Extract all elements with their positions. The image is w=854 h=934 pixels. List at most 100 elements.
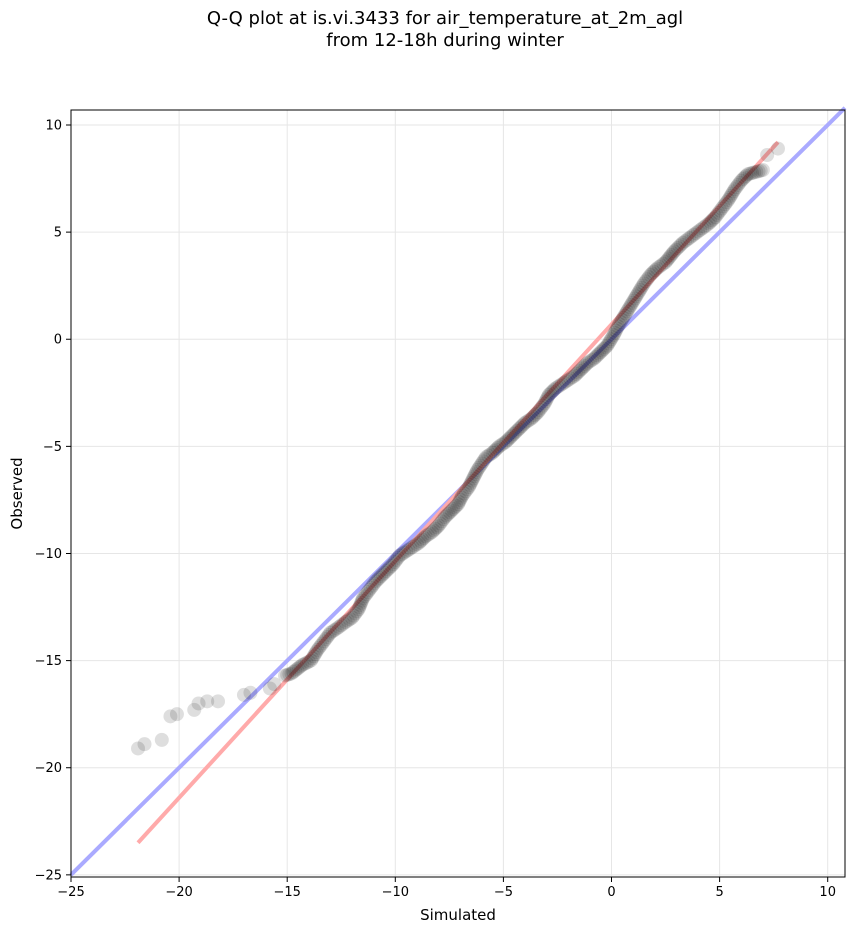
data-point <box>346 608 361 623</box>
data-point <box>211 694 226 709</box>
data-point <box>638 274 653 289</box>
data-point <box>545 384 560 399</box>
data-point <box>262 681 277 696</box>
data-point <box>479 450 494 465</box>
data-points <box>131 141 785 756</box>
data-point <box>751 164 766 179</box>
data-point <box>387 555 402 570</box>
data-point <box>370 572 385 587</box>
data-point <box>541 387 556 402</box>
data-point <box>714 201 729 216</box>
data-point <box>399 544 414 559</box>
chart-title-line-1: Q-Q plot at is.vi.3433 for air_temperatu… <box>206 8 684 29</box>
data-point <box>721 192 736 207</box>
data-point <box>626 293 641 308</box>
data-point <box>755 162 770 177</box>
data-point <box>505 428 520 443</box>
data-point <box>355 593 370 608</box>
data-point <box>630 287 645 302</box>
data-point <box>428 521 443 536</box>
data-point <box>169 707 184 722</box>
data-point <box>131 741 146 756</box>
data-point <box>286 665 301 680</box>
y-tick-label: 5 <box>54 226 62 241</box>
data-point <box>745 166 760 181</box>
data-point <box>593 345 608 360</box>
data-point <box>601 336 616 351</box>
data-point <box>425 525 440 540</box>
data-point <box>641 270 656 285</box>
data-point <box>466 471 481 486</box>
data-point <box>431 518 446 533</box>
data-point <box>236 687 251 702</box>
data-point <box>452 495 467 510</box>
data-point <box>529 406 544 421</box>
data-point <box>278 668 293 683</box>
data-point <box>640 272 655 287</box>
data-point <box>559 374 574 389</box>
data-point <box>718 197 733 212</box>
data-point <box>418 529 433 544</box>
data-point <box>734 173 749 188</box>
data-point <box>682 231 697 246</box>
y-tick-label: −20 <box>35 761 62 776</box>
data-point <box>297 656 312 671</box>
data-point <box>729 180 744 195</box>
data-point <box>621 302 636 317</box>
data-point <box>613 315 628 330</box>
data-point <box>513 420 528 435</box>
plot-frame <box>70 109 846 878</box>
data-point <box>191 696 206 711</box>
data-point <box>675 235 690 250</box>
data-point <box>668 242 683 257</box>
data-point <box>379 564 394 579</box>
data-point <box>506 427 521 442</box>
data-point <box>753 163 768 178</box>
data-point <box>563 371 578 386</box>
data-point <box>511 422 526 437</box>
data-point <box>747 165 762 180</box>
data-point <box>604 332 619 347</box>
data-point <box>524 411 539 426</box>
data-point <box>291 660 306 675</box>
data-point <box>458 484 473 499</box>
data-point <box>454 490 469 505</box>
data-point <box>200 694 215 709</box>
x-tick-label: −25 <box>57 885 84 900</box>
data-point <box>394 547 409 562</box>
data-point <box>460 482 475 497</box>
data-point <box>422 526 437 541</box>
data-point <box>520 414 535 429</box>
data-point <box>739 168 754 183</box>
data-point <box>329 621 344 636</box>
data-point <box>635 278 650 293</box>
data-point <box>730 177 745 192</box>
data-point <box>312 640 327 655</box>
data-point <box>631 285 646 300</box>
x-axis-ticks: −25 −20 −15 −10 −5 0 5 10 <box>57 877 836 900</box>
data-point <box>590 348 605 363</box>
data-point <box>618 306 633 321</box>
data-point <box>351 602 366 617</box>
data-point <box>391 550 406 565</box>
x-tick-label: −20 <box>165 885 192 900</box>
data-point <box>592 346 607 361</box>
data-point <box>396 545 411 560</box>
data-point <box>340 613 355 628</box>
x-tick-label: 10 <box>819 885 836 900</box>
data-point <box>461 480 476 495</box>
data-point <box>652 259 667 274</box>
data-point <box>367 576 382 591</box>
data-point <box>726 184 741 199</box>
data-point <box>575 360 590 375</box>
data-point <box>470 462 485 477</box>
x-tick-label: −5 <box>494 885 513 900</box>
data-point <box>392 548 407 563</box>
data-point <box>585 352 600 367</box>
fit-line-group <box>136 140 780 845</box>
data-point <box>709 207 724 222</box>
data-point <box>711 205 726 220</box>
data-point <box>362 582 377 597</box>
data-point <box>468 467 483 482</box>
